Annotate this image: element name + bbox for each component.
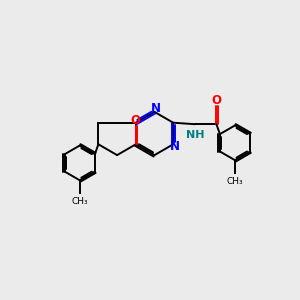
Text: CH₃: CH₃ — [71, 197, 88, 206]
Text: N: N — [170, 140, 180, 153]
Text: O: O — [131, 114, 141, 127]
Text: O: O — [212, 94, 221, 107]
Text: NH: NH — [186, 130, 205, 140]
Text: CH₃: CH₃ — [227, 177, 243, 186]
Text: N: N — [151, 102, 161, 116]
